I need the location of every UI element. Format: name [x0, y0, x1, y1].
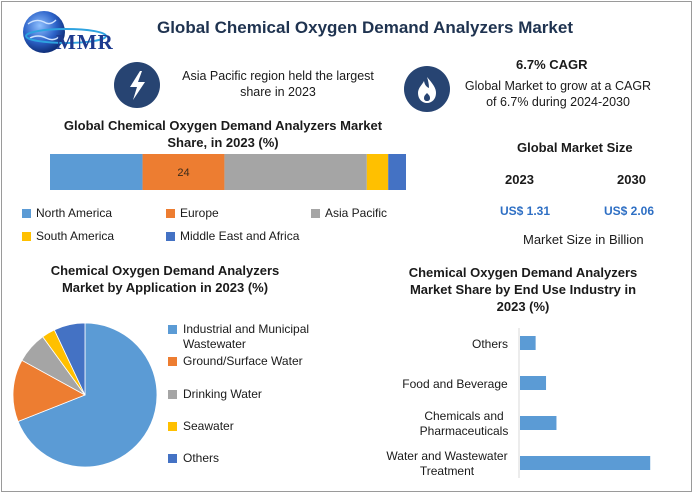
share-data-label: 24: [177, 167, 189, 179]
legend-swatch: [168, 325, 177, 334]
legend-seawater: Seawater: [168, 419, 328, 434]
mmr-logo: [23, 11, 107, 53]
legend-swatch: [168, 454, 177, 463]
share-segment-south-america: [366, 154, 389, 190]
share-segment-europe: [142, 154, 225, 190]
share-stacked-bar-chart: 24: [50, 154, 406, 190]
end-use-label-water: Water and Wastewater Treatment: [386, 449, 508, 478]
market-size-note: Market Size in Billion: [523, 232, 644, 247]
end-use-bar-chart: [518, 328, 651, 478]
legend-swatch: [22, 208, 31, 218]
legend-swatch: [168, 390, 177, 399]
cagr-title: 6.7% CAGR: [516, 57, 588, 72]
page-title: Global Chemical Oxygen Demand Analyzers …: [156, 18, 573, 37]
share-segment-middle-east-and-africa: [388, 154, 406, 190]
logo-text: MMR: [56, 30, 114, 54]
end-use-bar-food-and-beverage: [520, 376, 547, 390]
legend-asia-pacific: Asia Pacific: [311, 206, 387, 220]
share-segment-north-america: [50, 154, 143, 190]
end-use-chart-title: Chemical Oxygen Demand Analyzers Market …: [408, 265, 638, 314]
end-use-bar-others: [520, 336, 536, 350]
legend-middle-east-africa: Middle East and Africa: [166, 229, 299, 243]
pie-slice-industrial-and-municipal-wastewater: [17, 322, 158, 468]
legend-south-america: South America: [22, 229, 114, 243]
end-use-label-chemicals: Chemicals and Pharmaceuticals: [419, 409, 509, 438]
application-chart-title: Chemical Oxygen Demand Analyzers Market …: [50, 263, 280, 295]
legend-drinking-water: Drinking Water: [168, 387, 328, 402]
share-segment-asia-pacific: [224, 154, 367, 190]
market-size-title: Global Market Size: [517, 140, 633, 155]
value-2030: US$ 2.06: [604, 204, 655, 218]
legend-swatch: [168, 422, 177, 431]
pie-slice-ground-surface-water: [12, 359, 86, 423]
legend-ground-surface: Ground/Surface Water: [168, 354, 338, 369]
end-use-label-food-beverage: Food and Beverage: [402, 377, 508, 391]
application-pie-chart: [12, 322, 158, 468]
legend-swatch: [22, 231, 31, 241]
value-2023: US$ 1.31: [500, 204, 551, 218]
end-use-bar-water-and-wastewater-treatment: [520, 456, 651, 470]
year-2030: 2030: [617, 172, 646, 187]
legend-swatch: [311, 208, 320, 218]
share-chart-title: Global Chemical Oxygen Demand Analyzers …: [63, 118, 383, 150]
end-use-label-others: Others: [471, 337, 508, 351]
legend-swatch: [166, 231, 175, 241]
pie-slice-others: [53, 322, 86, 396]
lightning-icon: [114, 62, 160, 108]
legend-industrial-municipal: Industrial and Municipal Wastewater: [168, 322, 328, 352]
flame-icon: [404, 66, 450, 112]
legend-others: Others: [168, 451, 328, 466]
legend-north-america: North America: [22, 206, 112, 220]
legend-swatch: [168, 357, 177, 366]
legend-swatch: [166, 208, 175, 218]
end-use-bar-chemicals-and-pharmaceuticals: [520, 416, 557, 430]
region-lead-text: Asia Pacific region held the largest sha…: [182, 69, 374, 99]
year-2023: 2023: [505, 172, 534, 187]
legend-europe: Europe: [166, 206, 219, 220]
cagr-text: Global Market to grow at a CAGR of 6.7% …: [464, 79, 652, 109]
